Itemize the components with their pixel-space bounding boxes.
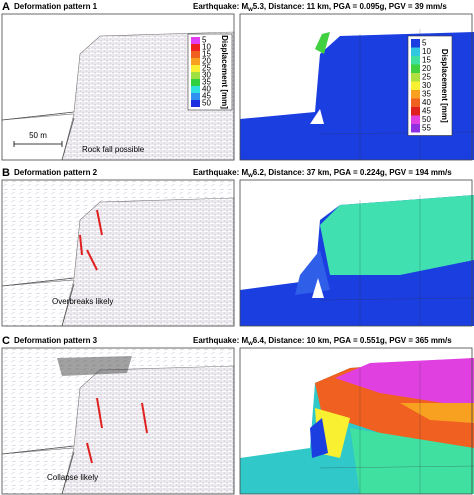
legend-value: 45 [202,92,211,101]
eq-rest: 6.2, Distance: 37 km, PGA = 0.224g, PGV … [253,168,452,177]
displacement-zone [295,250,330,295]
earthquake-info: Earthquake: Mw6.4, Distance: 10 km, PGA … [193,336,452,346]
right-model [239,179,474,327]
displacement-zone [312,278,324,298]
legend-swatch [191,37,200,44]
arrows [79,209,103,271]
displacement-zone [315,32,330,54]
displacement-zone [310,109,324,124]
eq-rest: 5.3, Distance: 11 km, PGA = 0.095g, PGV … [253,2,448,11]
eq-sub: w [247,173,253,179]
legend-swatch [411,115,420,124]
legend-value: 20 [202,57,211,66]
legend-value: 50 [202,99,211,108]
note: Rock fall possible [82,145,145,154]
displacement-zone [310,418,328,458]
terrain-line [1,111,75,161]
legend-swatch [411,107,420,116]
displacement-zone [350,428,474,494]
legend-swatch [191,65,200,72]
legend-swatch [411,98,420,107]
legend-title: Displacement [mm] [440,49,449,123]
legend-value: 35 [422,89,431,98]
legend-title: Displacement [mm] [220,35,229,109]
joint-lines [319,195,474,326]
legend-value: 35 [202,78,211,87]
joint-lines [319,363,474,494]
frame [1,347,235,495]
legend-swatch [411,124,420,133]
legend-value: 5 [202,36,207,45]
legend-value: 40 [202,85,211,94]
note: Overbreaks likely [52,297,113,306]
frame [1,13,235,161]
legend-value: 50 [422,115,431,124]
left-model: Collapse likely [1,347,235,495]
eq-prefix: Earthquake: M [193,2,248,11]
eq-prefix: Earthquake: M [193,168,248,177]
panel-label: A [2,1,10,13]
scale-bar [13,141,63,147]
left-model: Overbreaks likely [1,179,235,327]
displacement-zone [335,358,474,408]
eq-prefix: Earthquake: M [193,336,248,345]
terrain-line [1,277,75,327]
legend-value: 10 [202,43,211,52]
legend-swatch [191,86,200,93]
frame [239,347,473,495]
legend-value: 45 [422,106,431,115]
frame [1,179,235,327]
displacement-zone [320,195,474,275]
eq-rest: 6.4, Distance: 10 km, PGA = 0.551g, PGV … [253,336,452,345]
panel-title: Deformation pattern 2 [14,168,98,177]
legend-swatch [191,58,200,65]
legend-swatch [411,64,420,73]
legend-swatch [191,72,200,79]
legend-value: 15 [422,55,431,64]
scale-label: 50 m [29,131,47,140]
legend-value: 30 [202,71,211,80]
legend-value: 25 [202,64,211,73]
legend-swatch [191,44,200,51]
frame [239,179,473,327]
eq-sub: w [247,341,253,347]
panel-title: Deformation pattern 1 [14,2,98,11]
legend-swatch [191,93,200,100]
displacement-zone [400,403,474,423]
legend-swatch [191,100,200,107]
legend-value: 30 [422,81,431,90]
legend-swatch [411,56,420,65]
legend-swatch [411,47,420,56]
legend-swatch [191,51,200,58]
legend-swatch [411,81,420,90]
eq-sub: w [247,7,253,13]
legend-swatch [191,79,200,86]
legend-value: 55 [422,123,431,132]
legend-swatch [411,73,420,82]
arrows [86,397,148,464]
panel-title: Deformation pattern 3 [14,336,98,345]
right-model [239,347,474,495]
legend-value: 25 [422,72,431,81]
panel-label: C [2,335,10,347]
earthquake-info: Earthquake: Mw6.2, Distance: 37 km, PGA … [193,168,452,178]
legend-swatch [411,90,420,99]
panel-label: B [2,167,10,179]
deformation-cloud [57,356,132,376]
legend-value: 15 [202,50,211,59]
legend-value: 40 [422,98,431,107]
note: Collapse likely [47,473,98,482]
legend-swatch [411,39,420,48]
earthquake-info: Earthquake: Mw5.3, Distance: 11 km, PGA … [193,2,447,12]
legend-value: 5 [422,38,427,47]
frame [239,13,473,161]
legend-value: 10 [422,47,431,56]
terrain-line [1,445,75,495]
legend-value: 20 [422,64,431,73]
